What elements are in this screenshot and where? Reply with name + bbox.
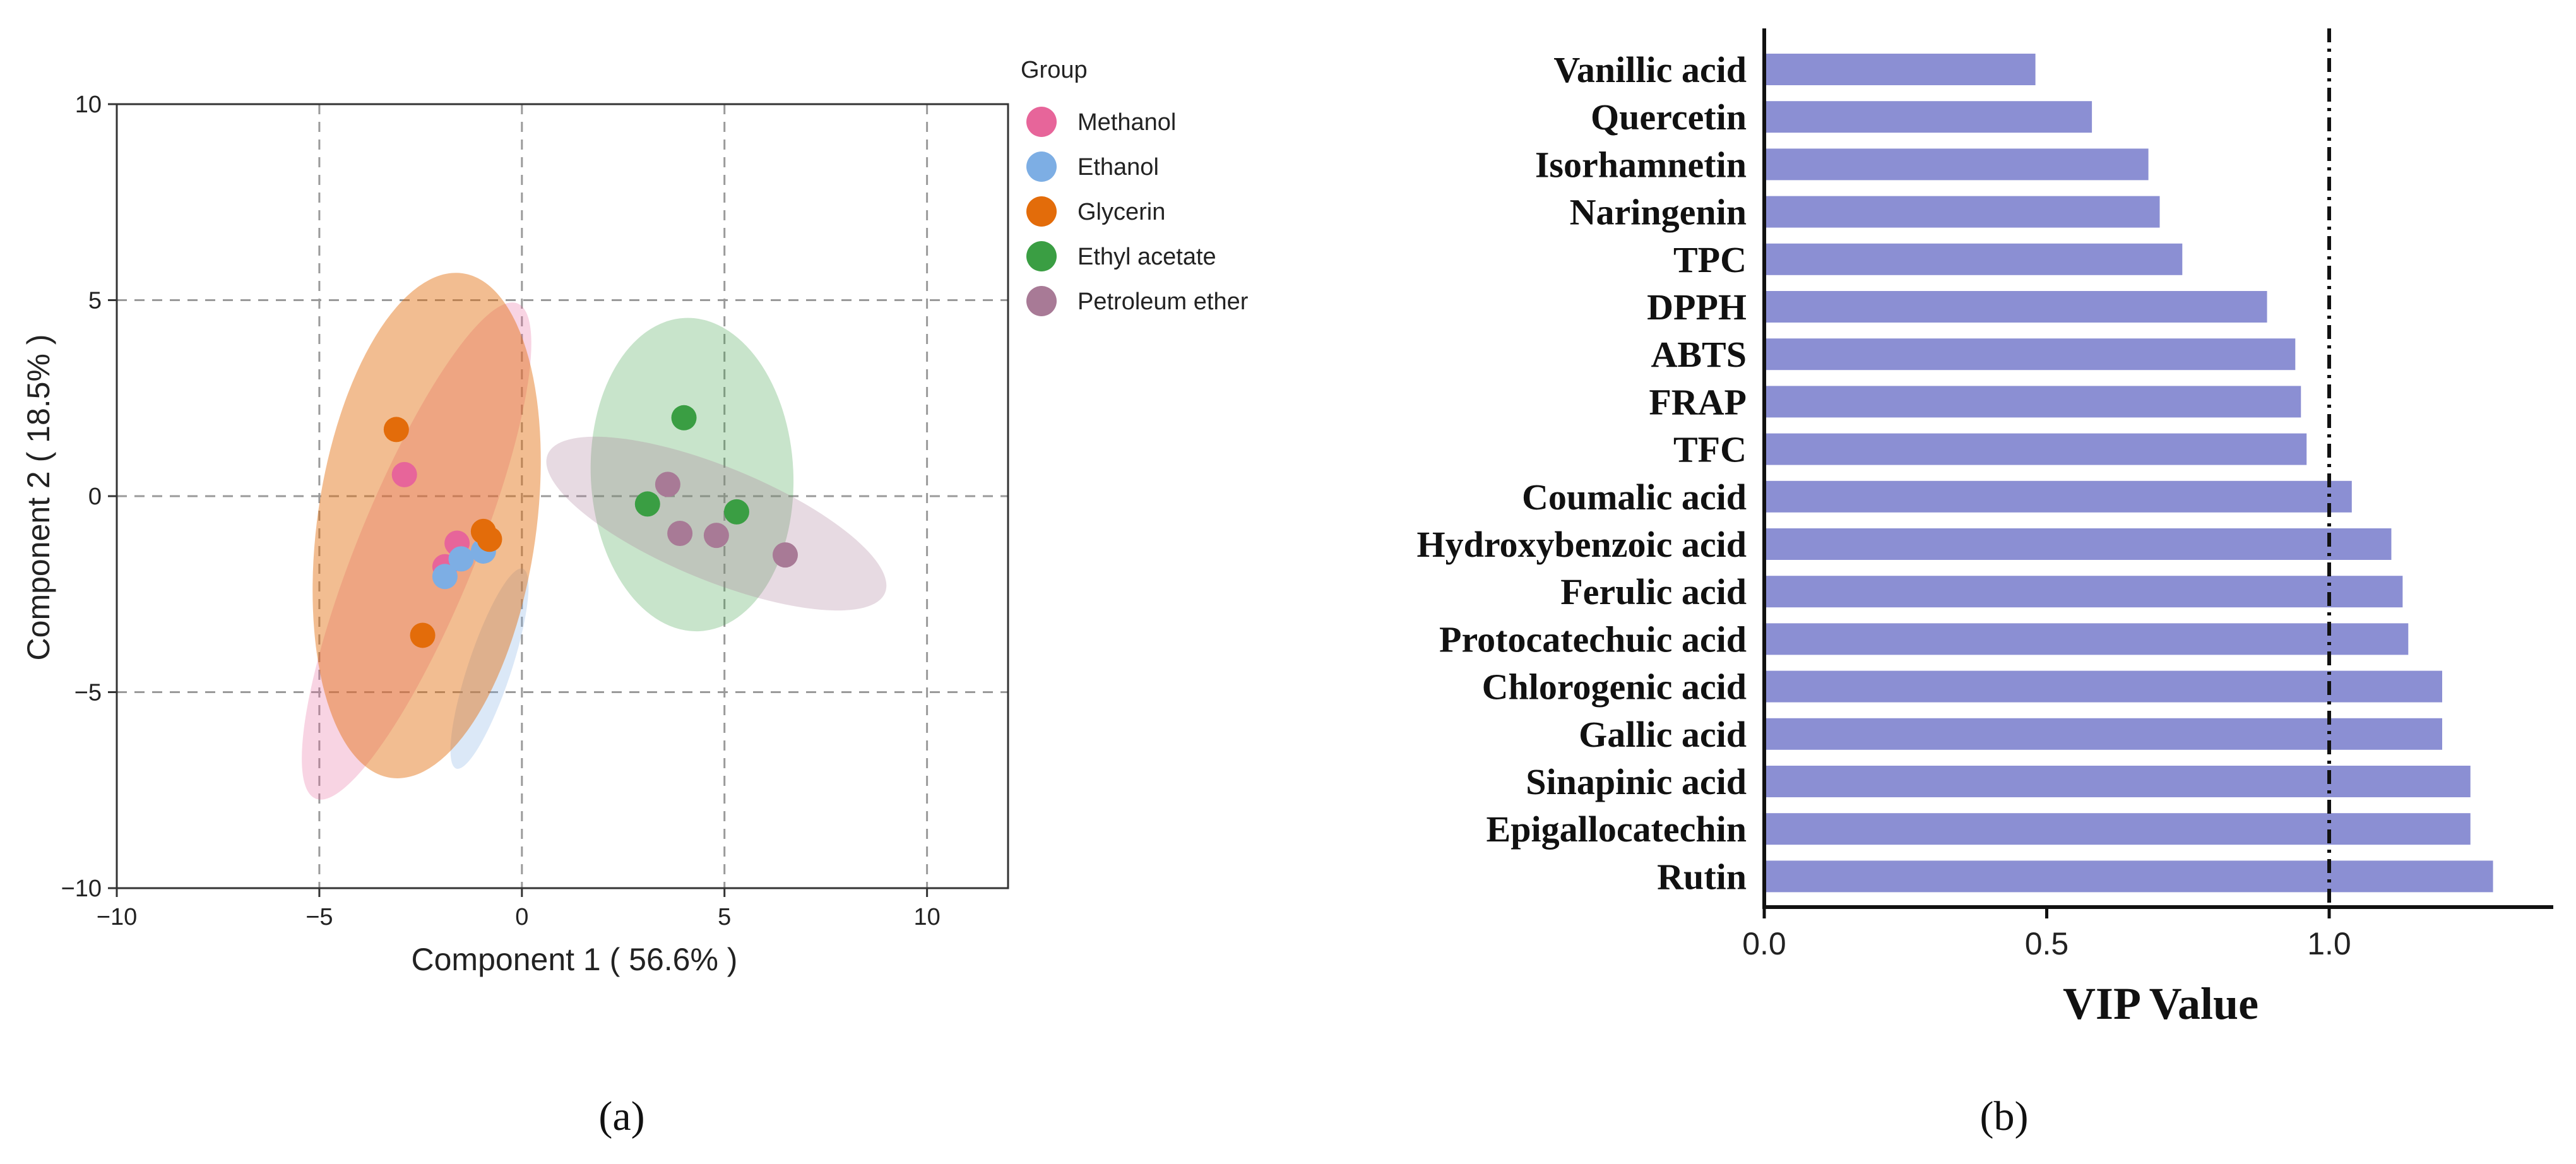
b-category-label: Ferulic acid [1560, 571, 1747, 612]
a-point-petroleum-ether [773, 542, 798, 568]
a-y-axis-label: Component 2 ( 18.5% ) [21, 335, 56, 661]
b-bar [1764, 718, 2442, 750]
a-y-tick-label: 0 [88, 484, 102, 510]
a-x-tick-label: 10 [913, 904, 940, 930]
a-ellipse-methanol [302, 302, 531, 800]
a-point-petroleum-ether [655, 472, 680, 497]
b-bar [1764, 528, 2392, 560]
b-bar [1764, 480, 2352, 513]
a-legend: Group Methanol Ethanol Glycerin Ethyl aceta… [1021, 57, 1249, 316]
a-grid [117, 104, 1008, 888]
a-legend-label: Ethyl acetate [1077, 244, 1216, 270]
a-x-ticks: −10 −5 0 5 10 [97, 888, 941, 930]
b-category-label: FRAP [1649, 381, 1747, 422]
b-x-tick-label: 0.0 [1742, 926, 1786, 961]
b-category-label: Epigallocatechin [1487, 809, 1747, 850]
a-ellipse-glycerin [312, 273, 541, 778]
a-points [383, 405, 798, 648]
b-category-label: DPPH [1647, 287, 1747, 328]
a-y-ticks: −10 −5 0 5 10 [61, 92, 117, 902]
a-x-tick-label: −5 [306, 904, 333, 930]
b-x-tick-label: 0.5 [2025, 926, 2069, 961]
b-bar [1764, 766, 2471, 797]
a-point-ethyl-acetate [634, 491, 660, 517]
b-bar [1764, 386, 2301, 418]
b-bar [1764, 196, 2160, 228]
a-x-tick-label: −10 [97, 904, 137, 930]
b-category-label: Coumalic acid [1522, 477, 1747, 518]
a-legend-swatch [1026, 196, 1057, 227]
a-point-glycerin [383, 417, 409, 442]
b-bar [1764, 54, 2036, 85]
b-x-tick-label: 1.0 [2307, 926, 2351, 961]
a-y-tick-label: 10 [75, 92, 102, 118]
a-point-methanol [391, 461, 417, 487]
b-category-label: Vanillic acid [1553, 49, 1747, 90]
a-y-tick-label: −5 [74, 680, 102, 706]
b-bar [1764, 291, 2267, 323]
a-legend-label: Petroleum ether [1077, 288, 1249, 315]
a-legend-swatch [1026, 107, 1057, 137]
a-point-glycerin [477, 526, 502, 552]
a-point-ethyl-acetate [723, 499, 749, 525]
a-legend-label: Ethanol [1077, 154, 1159, 181]
a-point-ethanol [448, 546, 474, 572]
b-category-label: Gallic acid [1579, 714, 1747, 755]
b-bar [1764, 101, 2092, 133]
b-bar [1764, 670, 2442, 703]
a-y-tick-label: 5 [88, 288, 102, 314]
b-bar [1764, 860, 2493, 893]
b-category-label: Naringenin [1570, 192, 1747, 233]
a-legend-swatch [1026, 241, 1057, 271]
b-bars [1764, 54, 2493, 893]
b-bar [1764, 623, 2409, 655]
b-x-axis-label: VIP Value [2063, 978, 2258, 1029]
b-category-label: Hydroxybenzoic acid [1416, 524, 1747, 565]
b-category-label: Sinapinic acid [1526, 761, 1747, 802]
b-bar [1764, 338, 2296, 371]
caption-a: (a) [598, 1093, 644, 1139]
a-ellipse-ethyl-acetate [590, 318, 794, 632]
b-category-label: TFC [1673, 429, 1747, 470]
a-legend-swatch [1026, 151, 1057, 182]
b-category-labels: Vanillic acid Quercetin Isorhamnetin Naring… [1416, 49, 1747, 897]
a-y-tick-label: −10 [61, 876, 102, 902]
a-ellipses [302, 273, 887, 800]
b-category-label: Protocatechuic acid [1439, 619, 1747, 660]
b-category-label: ABTS [1651, 334, 1747, 375]
b-bar [1764, 148, 2149, 181]
a-legend-swatch [1026, 286, 1057, 316]
caption-b: (b) [1980, 1093, 2029, 1139]
a-legend-label: Methanol [1077, 109, 1176, 136]
b-category-label: Quercetin [1591, 97, 1747, 138]
b-x-ticks: 0.0 0.5 1.0 [1742, 907, 2351, 961]
a-point-petroleum-ether [703, 523, 729, 549]
b-bar [1764, 813, 2471, 845]
a-ellipse-ethanol [450, 568, 529, 769]
a-point-ethanol [432, 564, 458, 590]
b-category-label: Chlorogenic acid [1482, 667, 1747, 708]
b-category-label: Rutin [1657, 856, 1747, 897]
b-category-label: TPC [1673, 239, 1747, 280]
b-bar [1764, 576, 2403, 608]
a-point-ethyl-acetate [671, 405, 697, 431]
b-bar [1764, 243, 2183, 275]
panel-b-bar-chart: Vanillic acid Quercetin Isorhamnetin Naring… [1416, 28, 2553, 1029]
a-point-glycerin [410, 622, 436, 648]
b-bar [1764, 433, 2307, 465]
a-legend-title: Group [1021, 57, 1088, 83]
b-category-label: Isorhamnetin [1535, 144, 1747, 185]
a-x-axis-label: Component 1 ( 56.6% ) [412, 942, 738, 977]
a-legend-label: Glycerin [1077, 199, 1165, 225]
a-point-petroleum-ether [667, 520, 693, 546]
panel-a-scatter-plot: −10 −5 0 5 10 −10 −5 0 5 10 Component 1 ( 56.6% … [21, 57, 1249, 977]
a-x-tick-label: 5 [718, 904, 731, 930]
a-x-tick-label: 0 [515, 904, 528, 930]
